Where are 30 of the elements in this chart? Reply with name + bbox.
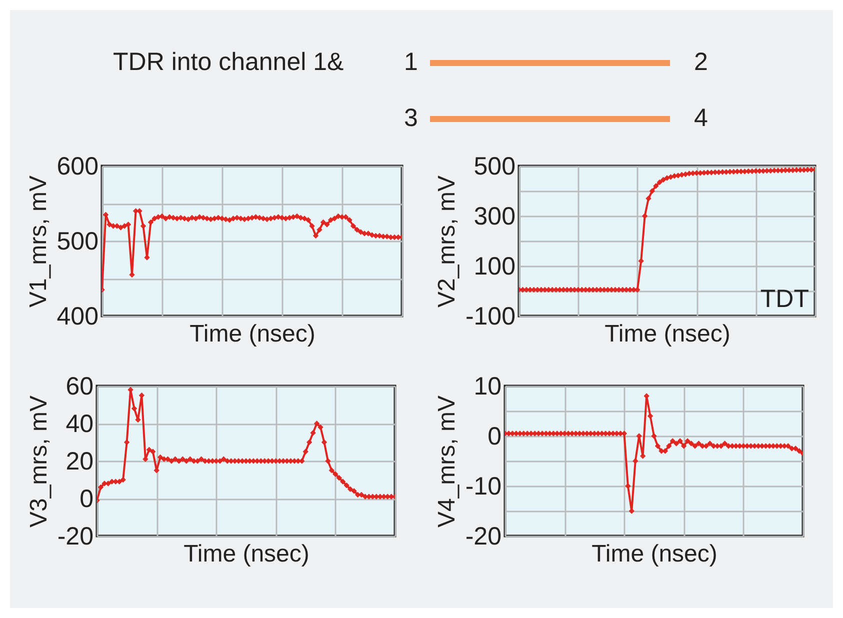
x-axis-title: Time (nsec) (604, 320, 730, 348)
text: 2 (694, 48, 708, 76)
text: 4 (694, 104, 708, 132)
annotation: TDT (760, 285, 809, 313)
text: 3 (404, 104, 418, 132)
y-tick-label: 400 (56, 302, 98, 330)
y-tick-label: -10 (465, 472, 502, 500)
y-tick-label: 600 (56, 152, 98, 180)
y-tick-label: 0 (488, 422, 502, 450)
y-tick-label: -20 (465, 522, 502, 550)
x-axis-title: Time (nsec) (592, 540, 718, 568)
y-tick-label: 500 (56, 228, 98, 256)
y-tick-label: 20 (66, 448, 94, 476)
y-tick-label: -20 (57, 522, 94, 550)
y-axis-title: V3_mrs, mV (25, 395, 52, 528)
y-axis-title: V4_mrs, mV (433, 395, 460, 528)
y-tick-label: 500 (474, 152, 516, 180)
x-axis-title: Time (nsec) (190, 320, 316, 348)
y-tick-label: 0 (80, 485, 94, 513)
text: 1 (404, 48, 418, 76)
text: TDR into channel 1& (113, 48, 344, 76)
x-axis-title: Time (nsec) (184, 540, 310, 568)
y-axis-title: V2_mrs, mV (433, 175, 460, 308)
y-axis-title: V1_mrs, mV (24, 175, 52, 308)
y-tick-label: 10 (474, 372, 502, 400)
y-tick-label: 100 (474, 252, 516, 280)
y-tick-label: 60 (66, 372, 94, 400)
y-tick-label: 300 (474, 202, 516, 230)
y-tick-label: 40 (66, 410, 94, 438)
y-tick-label: -100 (465, 302, 516, 330)
